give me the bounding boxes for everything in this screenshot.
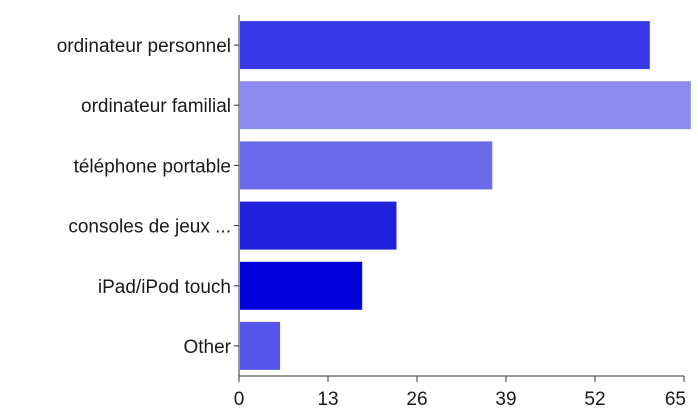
bar-0 xyxy=(240,21,650,70)
bars-group xyxy=(240,21,691,370)
x-tick-label-1: 13 xyxy=(317,389,338,408)
x-tick-label-2: 26 xyxy=(406,389,427,408)
category-label-5: Other xyxy=(183,337,231,358)
bar-2 xyxy=(240,141,493,190)
x-tick-labels: 0 13 26 39 52 65 xyxy=(234,389,686,408)
bar-3 xyxy=(240,201,397,250)
bar-1 xyxy=(240,81,691,130)
category-label-1: ordinateur familial xyxy=(81,96,231,117)
bar-5 xyxy=(240,321,281,370)
category-labels: ordinateur personnel ordinateur familial t… xyxy=(57,36,232,358)
x-tick-label-3: 39 xyxy=(495,389,516,408)
category-label-3: consoles de jeux ... xyxy=(68,217,231,238)
category-label-4: iPad/iPod touch xyxy=(98,277,231,298)
x-tick-label-0: 0 xyxy=(234,389,245,408)
x-tick-label-4: 52 xyxy=(584,389,605,408)
bar-4 xyxy=(240,261,363,310)
category-label-0: ordinateur personnel xyxy=(57,36,231,57)
axes-group xyxy=(234,15,685,382)
x-tick-label-5: 65 xyxy=(665,389,686,408)
category-label-2: téléphone portable xyxy=(74,156,231,177)
